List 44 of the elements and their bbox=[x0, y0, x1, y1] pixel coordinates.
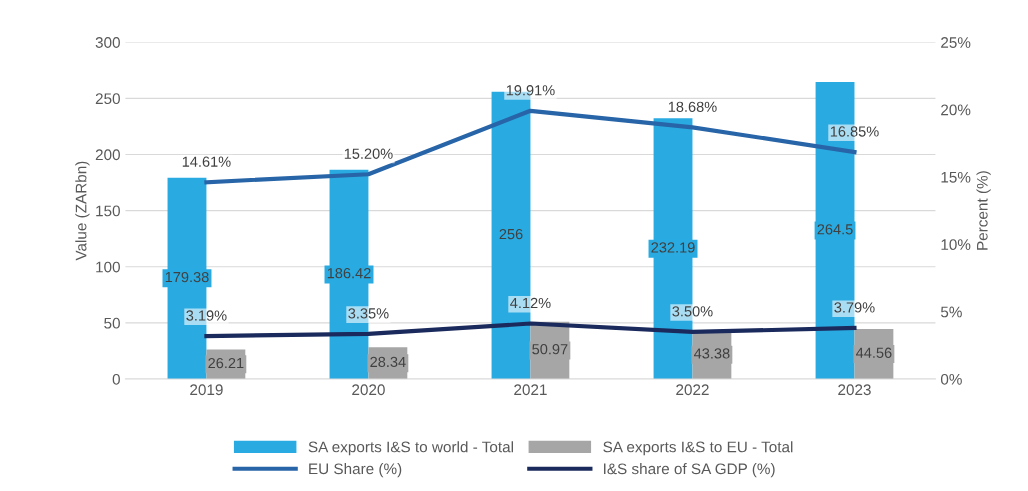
y2-tick-label: 10% bbox=[941, 239, 971, 251]
y2-tick-label: 20% bbox=[941, 104, 971, 116]
data-label: 15.20% bbox=[344, 148, 393, 159]
data-label: 19.91% bbox=[506, 85, 555, 96]
data-label: 4.12% bbox=[510, 297, 551, 309]
data-label: 14.61% bbox=[182, 156, 231, 167]
y2-axis-title: Percent (%) bbox=[976, 171, 991, 250]
data-label: 18.68% bbox=[668, 101, 717, 112]
data-label: 44.56 bbox=[856, 347, 892, 358]
y-tick-label: 50 bbox=[104, 317, 120, 329]
legend-label: I&S share of SA GDP (%) bbox=[604, 463, 775, 478]
y2-tick-label: 0% bbox=[940, 373, 962, 385]
y-axis-title: Value (ZARbn) bbox=[75, 161, 90, 261]
x-tick-label: 2021 bbox=[514, 384, 547, 396]
data-label: 50.97 bbox=[532, 344, 568, 355]
data-label: 3.35% bbox=[348, 308, 389, 319]
y2-tick-label: 15% bbox=[941, 171, 971, 183]
x-tick-label: 2023 bbox=[838, 384, 871, 396]
x-tick-label: 2019 bbox=[190, 384, 223, 396]
data-label: 179.38 bbox=[165, 271, 209, 283]
y-tick-label: 250 bbox=[95, 93, 120, 105]
data-label: 3.79% bbox=[834, 302, 875, 313]
data-label: 232.19 bbox=[651, 242, 695, 253]
data-label: 3.19% bbox=[186, 310, 227, 321]
data-label: 28.34 bbox=[370, 356, 406, 368]
y-tick-label: 0 bbox=[112, 373, 120, 385]
data-label: 186.42 bbox=[327, 267, 371, 279]
x-tick-label: 2020 bbox=[352, 384, 385, 396]
y-tick-label: 150 bbox=[96, 205, 120, 217]
data-label: 16.85% bbox=[830, 126, 879, 137]
y2-tick-label: 25% bbox=[941, 37, 971, 48]
y2-tick-label: 5% bbox=[940, 306, 962, 318]
y-tick-label: 100 bbox=[96, 261, 120, 273]
legend-label: SA exports I&S to EU - Total bbox=[603, 441, 793, 456]
data-label: 26.21 bbox=[208, 357, 244, 369]
data-label: 256 bbox=[499, 228, 523, 240]
data-label: 43.38 bbox=[693, 348, 730, 359]
data-label: 3.50% bbox=[672, 306, 713, 317]
y-tick-label: 200 bbox=[95, 149, 120, 161]
y-tick-label: 300 bbox=[95, 37, 120, 48]
legend-label: EU Share (%) bbox=[309, 463, 402, 478]
data-label: 264.5 bbox=[817, 224, 853, 235]
legend-label: SA exports I&S to world - Total bbox=[308, 441, 513, 456]
x-tick-label: 2022 bbox=[676, 384, 709, 396]
